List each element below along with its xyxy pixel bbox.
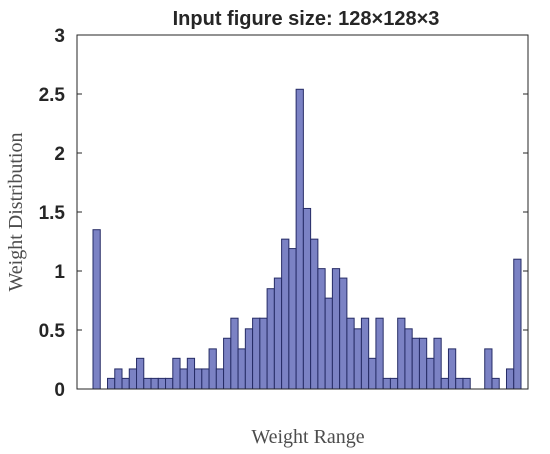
histogram-bar (375, 317, 384, 390)
histogram-bar (295, 88, 304, 390)
histogram-bar (310, 238, 319, 390)
histogram-bar (244, 328, 254, 390)
y-tick-label: 2.5 (39, 85, 66, 106)
histogram-bar (114, 368, 123, 390)
histogram-bar (404, 328, 413, 390)
histogram-bar (462, 377, 471, 390)
histogram-bar (353, 328, 362, 390)
histogram-bar (418, 337, 428, 390)
histogram-bar (281, 238, 290, 390)
histogram-bar (215, 368, 225, 390)
histogram-bar (389, 377, 399, 390)
histogram-bar (397, 317, 406, 390)
histogram-bar (128, 368, 138, 390)
histogram-bar (447, 348, 457, 390)
histogram-bar (302, 207, 312, 390)
histogram-bar (230, 317, 239, 390)
x-axis-label: Weight Range (251, 426, 364, 448)
histogram-bar (237, 348, 246, 390)
histogram-bar (179, 368, 188, 390)
histogram-bar (194, 368, 203, 390)
histogram-bar (411, 337, 420, 390)
histogram-bar (201, 368, 210, 390)
histogram-bar (150, 377, 159, 390)
histogram-bar (208, 348, 217, 390)
histogram-bar (121, 377, 130, 390)
histogram-bar (107, 377, 116, 390)
histogram-bar (368, 357, 377, 390)
histogram-bar (252, 317, 261, 390)
histogram-bar (273, 277, 283, 390)
y-tick-label: 1 (54, 262, 65, 283)
histogram-bar (484, 348, 493, 390)
histogram-bar (172, 357, 181, 390)
bars-group (92, 88, 522, 390)
histogram-bar (136, 357, 145, 390)
y-tick-label: 3 (54, 26, 65, 47)
histogram-bar (92, 229, 101, 390)
histogram-bar (165, 377, 174, 390)
histogram-bar (317, 268, 326, 390)
histogram-bar (346, 317, 355, 390)
y-tick-label: 2 (54, 144, 65, 165)
histogram-bar (157, 377, 167, 390)
histogram-bar (339, 277, 348, 390)
y-axis-label: Weight Distribution (5, 133, 27, 292)
histogram-bar (426, 357, 435, 390)
histogram-bar (288, 248, 297, 390)
histogram-bar (324, 297, 333, 390)
histogram-bar (186, 357, 196, 390)
y-tick-label: 0.5 (39, 321, 66, 342)
histogram-bar (440, 377, 449, 390)
chart-title: Input figure size: 128×128×3 (173, 8, 440, 30)
y-axis: 0 0.5 1 1.5 2 2.5 3 (39, 26, 528, 401)
histogram-bar (433, 337, 442, 390)
histogram-bar (360, 317, 370, 390)
histogram-bar (259, 317, 268, 390)
histogram-bar (491, 377, 500, 390)
histogram-bar (331, 268, 341, 390)
histogram-bar (143, 377, 152, 390)
histogram-bar (223, 337, 232, 390)
y-tick-label: 0 (54, 380, 65, 401)
histogram-bar (266, 288, 275, 390)
histogram-bar (455, 377, 464, 390)
y-tick-label: 1.5 (39, 203, 66, 224)
histogram-bar (382, 377, 391, 390)
histogram-bar (505, 368, 515, 390)
histogram-bar (513, 258, 522, 390)
